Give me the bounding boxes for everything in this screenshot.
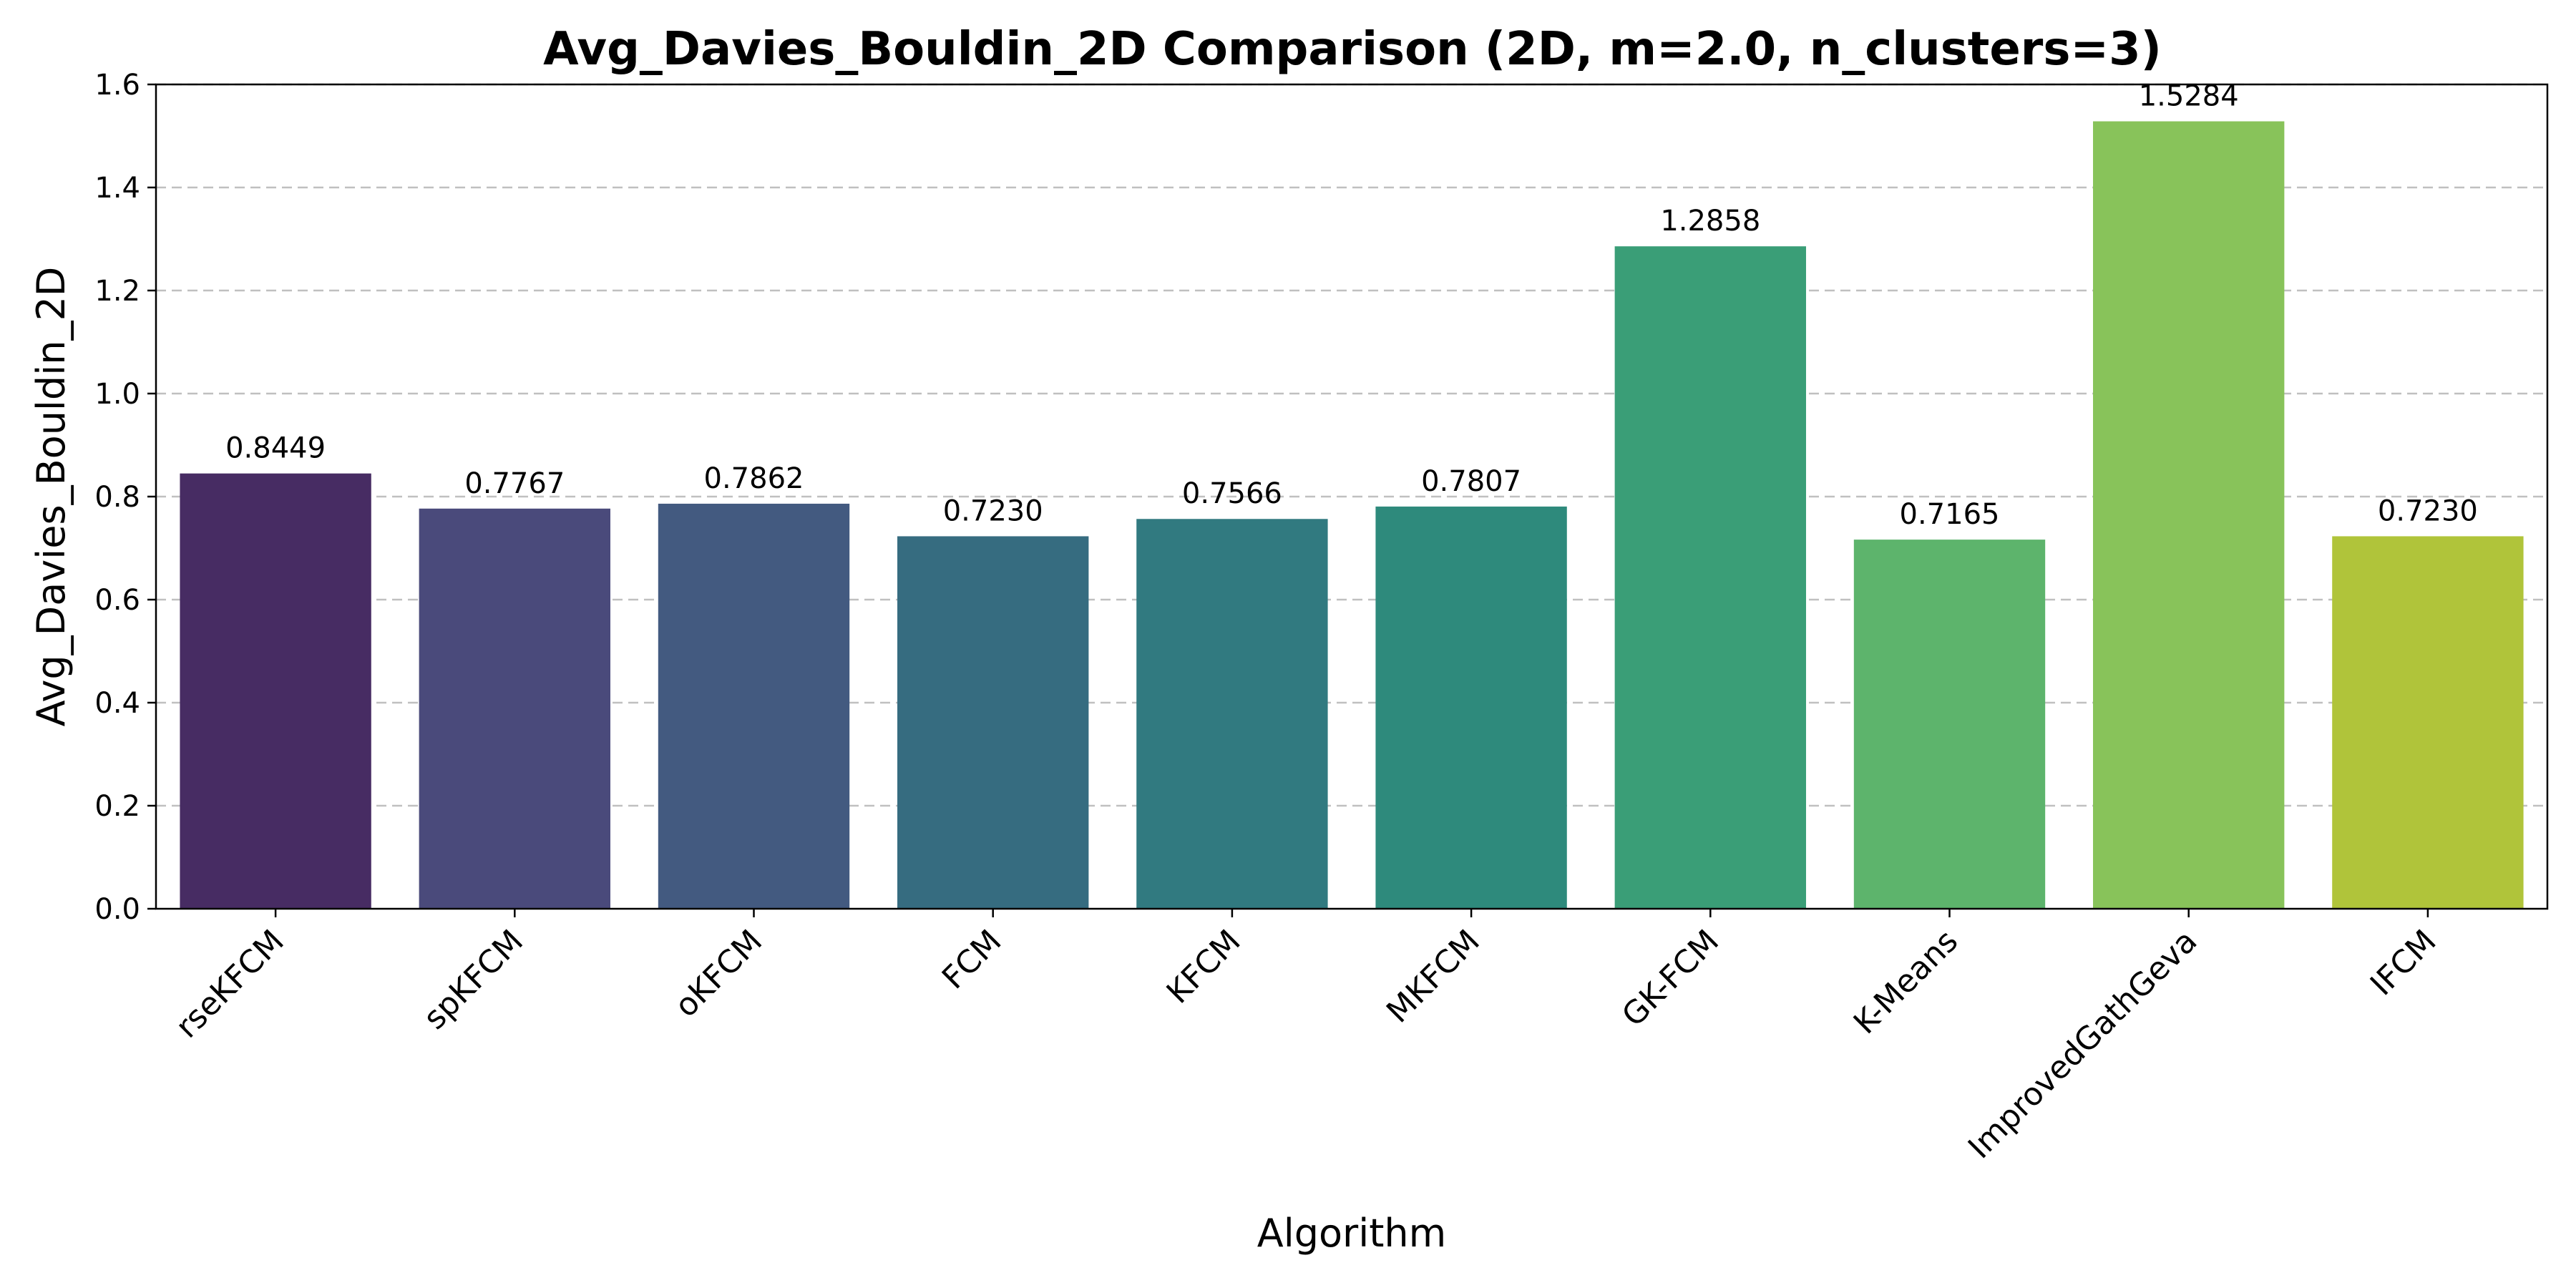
x-tick-label: K-Means — [1847, 923, 1965, 1041]
x-tick-label: FCM — [935, 923, 1009, 997]
bars — [180, 121, 2524, 909]
bar-spkfcm — [419, 508, 610, 909]
bar-kfcm — [1136, 519, 1328, 909]
y-tick-label: 1.0 — [94, 378, 140, 411]
bar-value-label: 0.7767 — [464, 467, 565, 500]
bar-value-label: 0.7566 — [1182, 477, 1282, 510]
bar-k-means — [1853, 540, 2046, 909]
x-axis-ticks: rseKFCM spKFCM oKFCM FCM KFCM MKFCM GK-FCM K-Me… — [169, 909, 2444, 1166]
x-tick-label: spKFCM — [416, 923, 530, 1037]
bar-improvedgathgeva — [2093, 121, 2285, 909]
x-tick-label: MKFCM — [1380, 923, 1487, 1030]
bar-gk-fcm — [1614, 246, 1806, 909]
bar-value-label: 0.7807 — [1421, 465, 1521, 498]
bar-mkfcm — [1375, 506, 1567, 909]
y-tick-label: 0.4 — [94, 687, 140, 720]
chart-title: Avg_Davies_Bouldin_2D Comparison (2D, m=… — [543, 23, 2162, 76]
bar-ifcm — [2332, 536, 2524, 909]
x-tick-label: KFCM — [1160, 923, 1248, 1011]
y-axis-title: Avg_Davies_Bouldin_2D — [29, 267, 74, 727]
bar-value-label: 0.7230 — [943, 494, 1043, 527]
bar-fcm — [897, 536, 1089, 909]
y-axis-ticks: 0.0 0.2 0.4 0.6 0.8 1.0 1.2 1.4 1.6 — [94, 69, 156, 926]
y-tick-label: 1.6 — [94, 69, 140, 102]
bar-okfcm — [658, 503, 850, 909]
bar-value-label: 0.8449 — [225, 432, 326, 465]
bar-value-label: 1.2858 — [1660, 205, 1760, 238]
x-tick-label: IFCM — [2363, 923, 2444, 1003]
y-tick-label: 0.2 — [94, 790, 140, 823]
y-tick-label: 1.2 — [94, 275, 140, 308]
y-tick-label: 1.4 — [94, 172, 140, 205]
x-tick-label: rseKFCM — [169, 923, 291, 1045]
bar-value-label: 0.7165 — [1900, 498, 2000, 531]
x-tick-label: ImprovedGathGeva — [1961, 923, 2205, 1166]
bar-value-label: 0.7230 — [2378, 494, 2478, 527]
bar-rsekfcm — [180, 473, 371, 909]
y-tick-label: 0.8 — [94, 481, 140, 514]
y-tick-label: 0.0 — [94, 893, 140, 926]
x-axis-title: Algorithm — [1257, 1211, 1446, 1256]
x-tick-label: oKFCM — [668, 923, 769, 1025]
x-tick-label: GK-FCM — [1615, 923, 1726, 1034]
y-tick-label: 0.6 — [94, 584, 140, 617]
bar-value-label: 0.7862 — [704, 462, 804, 495]
